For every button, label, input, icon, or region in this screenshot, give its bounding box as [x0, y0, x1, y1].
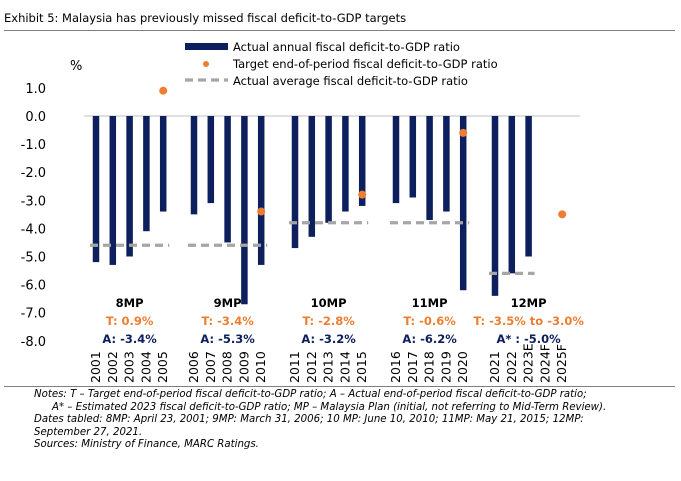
y-tick-label: -5.0 [21, 251, 46, 266]
fiscal-deficit-chart: % 1.0 0.0 -1.0 -2.0 -3.0 -4.0 -5.0 -6.0 -7.0 -8.0 8… [21, 40, 585, 383]
bar [224, 116, 231, 243]
plan-name: 10MP [311, 296, 347, 310]
x-tick-label: 2017 [405, 351, 420, 383]
x-tick-label: 2016 [388, 351, 403, 383]
target-series [159, 86, 567, 219]
bar [508, 116, 516, 274]
note-line: September 27, 2021. [34, 426, 143, 438]
target-point [358, 190, 367, 199]
x-tick-label: 2011 [287, 351, 302, 383]
x-tick-label: 2006 [186, 351, 201, 383]
y-unit-label: % [70, 59, 82, 74]
legend-swatch-bar [185, 43, 228, 50]
exhibit-title: Exhibit 5: Malaysia has previously misse… [4, 11, 407, 25]
x-tick-label: 2008 [220, 351, 235, 383]
x-tick-label: 2013 [321, 351, 336, 383]
bar [426, 116, 433, 220]
y-tick-label: -4.0 [21, 222, 46, 237]
x-tick-label: 2019 [438, 351, 453, 383]
legend: Actual annual fiscal deficit-to-GDP rati… [185, 40, 498, 88]
bar [443, 116, 450, 212]
x-tick-label: 2001 [88, 351, 103, 383]
x-tick-label: 2022 [504, 351, 519, 383]
x-tick-label: 2003 [122, 351, 137, 383]
note-line: Dates tabled: 8MP: April 23, 2001; 9MP: … [34, 414, 584, 426]
y-tick-label: -1.0 [21, 138, 46, 153]
plan-actual-label: A* : -5.0% [496, 332, 561, 346]
target-point [257, 207, 266, 216]
bar [143, 116, 150, 232]
bar [392, 116, 400, 204]
legend-label: Actual annual fiscal deficit-to-GDP rati… [233, 40, 460, 54]
bar [525, 116, 532, 257]
plan-target-label: T: -2.8% [302, 314, 355, 328]
average-series [90, 221, 535, 275]
legend-label: Actual average fiscal deficit-to-GDP rat… [233, 74, 468, 88]
plan-name: 8MP [116, 296, 144, 310]
x-tick-label: 2015 [354, 351, 369, 383]
note-line: A* – Estimated 2023 fiscal deficit-to-GD… [52, 401, 607, 413]
target-point [159, 86, 168, 95]
plan-name: 12MP [511, 296, 547, 310]
bar-series [92, 116, 532, 305]
legend-label: Target end-of-period fiscal deficit-to-G… [232, 57, 498, 71]
plan-target-label: T: 0.9% [106, 314, 154, 328]
y-tick-label: -3.0 [21, 194, 46, 209]
bar [92, 116, 100, 263]
y-tick-label: -6.0 [21, 279, 46, 294]
bar [291, 116, 299, 249]
x-tick-label: 2020 [455, 351, 470, 383]
x-tick-label: 2007 [203, 351, 218, 383]
bar [190, 116, 198, 215]
bar [257, 116, 265, 265]
x-tick-label: 2021 [487, 351, 502, 383]
x-tick-label: 2012 [304, 351, 319, 383]
x-tick-label: 2023E [521, 343, 536, 383]
bar [109, 116, 117, 265]
bar [207, 116, 215, 204]
notes-divider [4, 386, 675, 387]
plan-actual-label: A: -3.2% [301, 332, 356, 346]
bar [491, 116, 499, 296]
plan-target-label: T: -3.5% to -3.0% [473, 314, 584, 328]
plan-name: 9MP [214, 296, 242, 310]
note-line: Notes: T – Target end-of-period fiscal d… [34, 389, 587, 400]
bar [342, 116, 349, 212]
x-tick-label: 2014 [337, 351, 352, 383]
notes: Notes: T – Target end-of-period fiscal d… [34, 389, 674, 452]
x-tick-label: 2005 [155, 351, 170, 383]
x-tick-label: 2004 [138, 351, 153, 383]
y-tick-label: 0.0 [25, 110, 46, 125]
x-tick-label: 2025F [554, 344, 569, 383]
y-tick-label: -7.0 [21, 307, 46, 322]
x-tick-label: 2002 [105, 351, 120, 383]
bar [308, 116, 316, 237]
bar [409, 116, 417, 198]
plan-actual-label: A: -6.2% [402, 332, 457, 346]
y-tick-label: -8.0 [21, 335, 46, 350]
plan-target-label: T: -3.4% [201, 314, 254, 328]
x-tick-label: 2024F [537, 344, 552, 383]
note-line: Sources: Ministry of Finance, MARC Ratin… [34, 439, 259, 451]
legend-swatch-point [203, 61, 209, 67]
x-tick-label: 2009 [236, 351, 251, 383]
plan-target-label: T: -0.6% [403, 314, 456, 328]
bar [459, 116, 467, 291]
target-point [558, 210, 567, 219]
target-point [459, 128, 468, 137]
y-tick-label: 1.0 [25, 82, 46, 97]
bar [126, 116, 133, 257]
y-tick-label: -2.0 [21, 166, 46, 181]
x-tick-label: 2010 [253, 351, 268, 383]
bar [358, 116, 366, 206]
bar [159, 116, 167, 212]
bar [325, 116, 332, 223]
title-divider [4, 30, 675, 31]
bar [241, 116, 248, 305]
x-tick-label: 2018 [422, 351, 437, 383]
plan-actual-label: A: -3.4% [102, 332, 157, 346]
plan-name: 11MP [412, 296, 448, 310]
plan-actual-label: A: -5.3% [200, 332, 255, 346]
